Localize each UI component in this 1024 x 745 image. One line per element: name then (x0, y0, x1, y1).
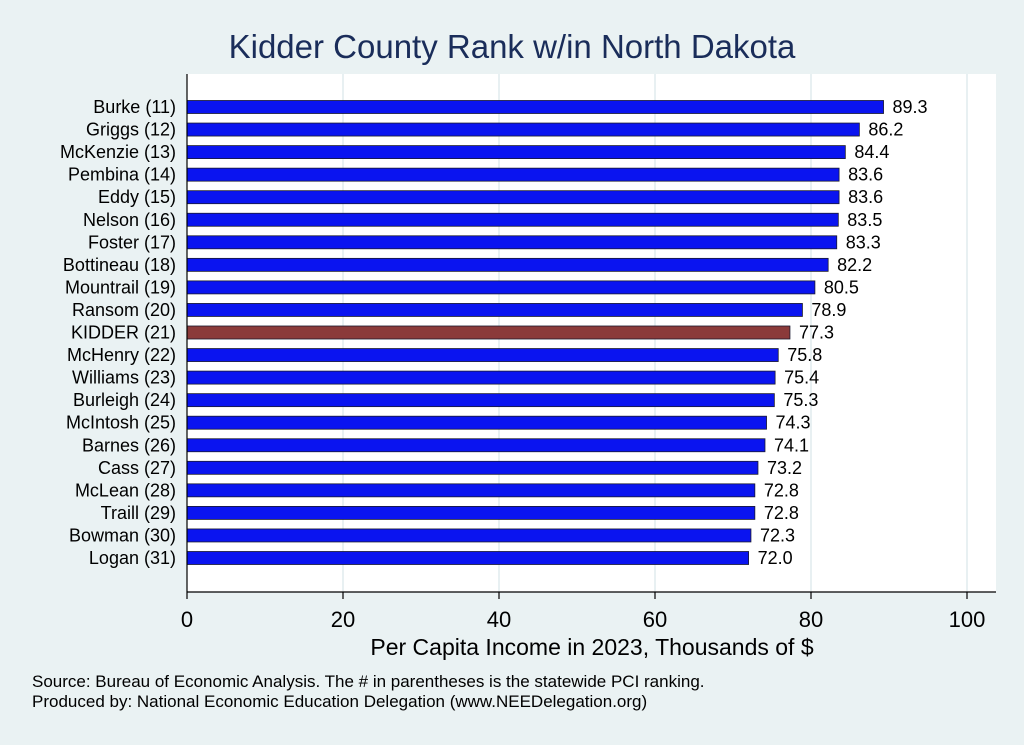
value-label-13: 75.3 (783, 390, 818, 410)
x-tick-label-5: 100 (949, 607, 986, 632)
bar-8 (186, 280, 816, 295)
category-label-16: Cass (27) (98, 458, 176, 478)
bar-10 (186, 325, 791, 340)
category-label-20: Logan (31) (89, 548, 176, 568)
bar-17 (186, 483, 756, 498)
value-label-18: 72.8 (764, 503, 799, 523)
category-label-17: McLean (28) (75, 480, 176, 500)
category-label-2: McKenzie (13) (60, 142, 176, 162)
x-tick-label-2: 40 (487, 607, 511, 632)
category-label-0: Burke (11) (93, 97, 176, 117)
bar-18 (186, 505, 756, 520)
bar-3 (186, 167, 840, 182)
value-label-20: 72.0 (758, 548, 793, 568)
bar-7 (186, 257, 829, 272)
category-label-4: Eddy (15) (98, 187, 176, 207)
value-label-0: 89.3 (893, 97, 928, 117)
x-ticks: 0 20 40 60 80 100 (181, 592, 985, 632)
category-label-15: Barnes (26) (82, 435, 176, 455)
bars (186, 100, 884, 565)
value-label-1: 86.2 (868, 120, 903, 140)
category-label-14: McIntosh (25) (66, 413, 176, 433)
value-label-11: 75.8 (787, 345, 822, 365)
bar-9 (186, 303, 803, 317)
x-tick-label-1: 20 (331, 607, 355, 632)
x-tick-label-3: 60 (643, 607, 667, 632)
value-label-2: 84.4 (854, 142, 889, 162)
value-label-5: 83.5 (847, 210, 882, 230)
producer-note: Produced by: National Economic Education… (32, 692, 648, 711)
bar-2 (186, 145, 846, 160)
value-label-4: 83.6 (848, 187, 883, 207)
category-label-11: McHenry (22) (67, 345, 176, 365)
x-tick-label-4: 80 (799, 607, 823, 632)
bar-4 (186, 190, 840, 205)
value-label-19: 72.3 (760, 525, 795, 545)
value-label-14: 74.3 (776, 413, 811, 433)
bar-15 (186, 438, 766, 453)
category-label-12: Williams (23) (72, 368, 176, 388)
category-label-19: Bowman (30) (69, 525, 176, 545)
value-label-16: 73.2 (767, 458, 802, 478)
bar-1 (186, 122, 860, 137)
bar-16 (186, 460, 759, 475)
value-label-8: 80.5 (824, 277, 859, 297)
category-label-10: KIDDER (21) (71, 323, 176, 343)
bar-11 (186, 348, 779, 362)
category-label-9: Ransom (20) (72, 300, 176, 320)
value-label-10: 77.3 (799, 323, 834, 343)
category-label-8: Mountrail (19) (65, 277, 176, 297)
bar-19 (186, 528, 752, 543)
value-label-15: 74.1 (774, 435, 809, 455)
category-label-1: Griggs (12) (86, 120, 176, 140)
bar-5 (186, 212, 839, 227)
axes (186, 74, 996, 593)
value-label-9: 78.9 (811, 300, 846, 320)
category-label-5: Nelson (16) (83, 210, 176, 230)
bar-13 (186, 393, 775, 408)
value-labels: 89.3 86.284.4 83.683.6 83.583.3 82.280.5 78.9… (758, 97, 928, 568)
category-label-3: Pembina (14) (68, 165, 176, 185)
value-label-3: 83.6 (848, 165, 883, 185)
category-label-18: Traill (29) (101, 503, 176, 523)
value-label-6: 83.3 (846, 232, 881, 252)
bar-20 (186, 551, 749, 565)
category-label-13: Burleigh (24) (73, 390, 176, 410)
bar-12 (186, 370, 776, 385)
category-label-6: Foster (17) (88, 232, 176, 252)
x-axis-label: Per Capita Income in 2023, Thousands of … (370, 634, 813, 660)
category-labels: Burke (11) Griggs (12)McKenzie (13) Pembin… (60, 97, 176, 568)
bar-0 (186, 100, 884, 114)
value-label-17: 72.8 (764, 480, 799, 500)
value-label-12: 75.4 (784, 368, 819, 388)
value-label-7: 82.2 (837, 255, 872, 275)
source-note: Source: Bureau of Economic Analysis. The… (32, 672, 705, 691)
bar-6 (186, 235, 838, 250)
bar-14 (186, 415, 767, 430)
category-label-7: Bottineau (18) (63, 255, 176, 275)
x-tick-label-0: 0 (181, 607, 193, 632)
chart-title: Kidder County Rank w/in North Dakota (228, 28, 796, 65)
